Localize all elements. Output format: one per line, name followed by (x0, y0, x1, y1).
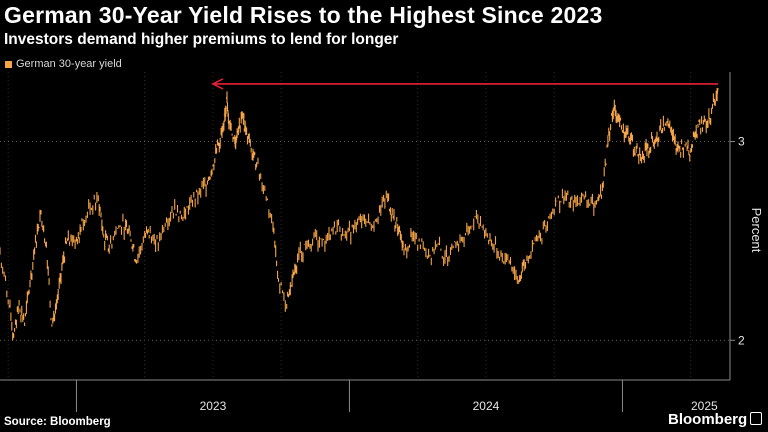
annotation-layer (211, 78, 718, 90)
bloomberg-logo: Bloomberg (668, 411, 763, 428)
axis-layer: 2 3 2023 2024 2025 (0, 72, 745, 413)
annotation-arrowhead (211, 78, 224, 90)
chart-subtitle: Investors demand higher premiums to lend… (4, 31, 399, 48)
chart-legend: German 30-year yield (5, 58, 122, 70)
legend-label: German 30-year yield (16, 58, 122, 70)
y-axis-label: Percent (749, 208, 764, 253)
y-tick-label: 3 (738, 135, 745, 149)
series-line-german-30y (0, 87, 719, 341)
bloomberg-mark-icon (750, 412, 763, 425)
chart-title: German 30-Year Yield Rises to the Highes… (4, 2, 603, 28)
x-tick-label: 2024 (473, 399, 500, 413)
source-note: Source: Bloomberg (4, 416, 111, 428)
legend-swatch (5, 60, 12, 68)
x-tick-label: 2025 (691, 399, 718, 413)
x-tick-label: 2023 (200, 399, 227, 413)
brand-label: Bloomberg (668, 411, 748, 428)
series-layer (0, 87, 719, 341)
y-tick-label: 2 (738, 333, 745, 347)
